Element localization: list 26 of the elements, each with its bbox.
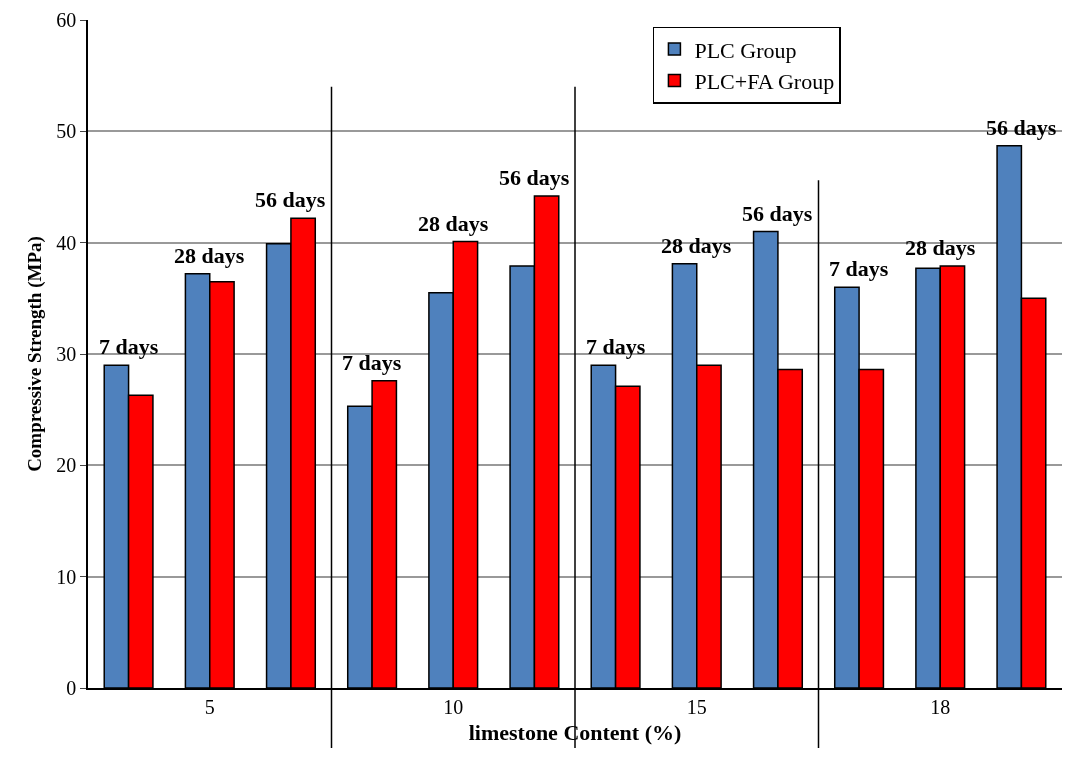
annotation: 7 days bbox=[342, 350, 402, 375]
y-tick-label: 0 bbox=[66, 677, 77, 699]
y-tick-label: 30 bbox=[56, 343, 77, 365]
annotation: 56 days bbox=[255, 187, 326, 212]
annotation: 28 days bbox=[661, 233, 732, 258]
annotation: 56 days bbox=[499, 165, 570, 190]
annotation: 7 days bbox=[99, 334, 159, 359]
y-tick-label: 50 bbox=[56, 120, 77, 143]
x-tick-label: 18 bbox=[930, 695, 951, 718]
legend-label: PLC+FA Group bbox=[694, 69, 835, 95]
legend-label: PLC Group bbox=[694, 37, 797, 63]
y-tick-label: 20 bbox=[56, 454, 77, 477]
annotation: 7 days bbox=[829, 256, 889, 281]
x-tick-label: 5 bbox=[204, 695, 215, 718]
y-tick-label: 60 bbox=[56, 9, 77, 31]
annotation: 56 days bbox=[986, 115, 1057, 140]
y-axis-title: Compressive Strength (MPa) bbox=[23, 236, 46, 472]
y-tick-label: 10 bbox=[56, 565, 77, 588]
annotation: 28 days bbox=[905, 235, 976, 260]
x-tick-label: 10 bbox=[443, 695, 464, 718]
annotation: 28 days bbox=[174, 243, 245, 268]
x-tick-label: 15 bbox=[686, 695, 707, 718]
annotation: 56 days bbox=[742, 201, 813, 226]
annotation: 28 days bbox=[418, 211, 489, 236]
y-tick-label: 40 bbox=[56, 231, 77, 254]
annotation: 7 days bbox=[586, 334, 646, 359]
